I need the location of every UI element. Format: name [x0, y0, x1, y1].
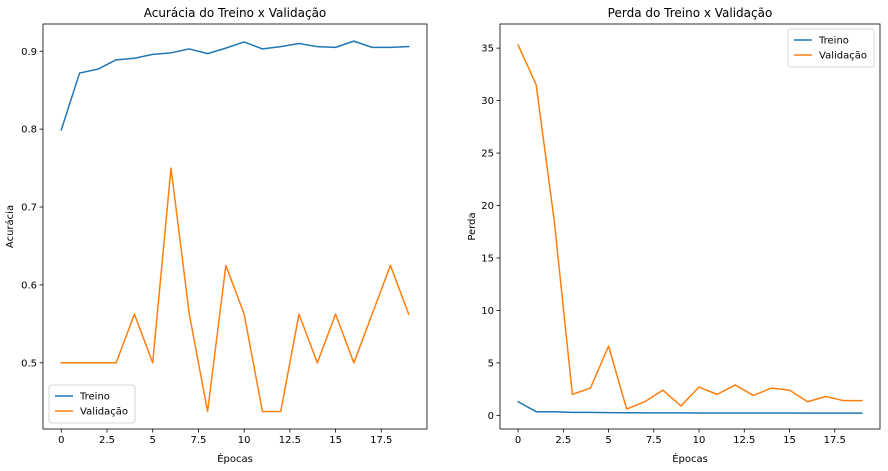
y-tick-label: 15 [481, 253, 494, 264]
x-tick-label: 7.5 [646, 435, 662, 446]
accuracy-chart: Acurácia do Treino x Validação 0 2.5 5 7.5 10… [4, 6, 428, 465]
plot-frame [42, 23, 428, 430]
y-tick-label: 0.9 [21, 47, 37, 58]
y-tick-label: 35 [481, 44, 494, 55]
y-tick-label: 0 [488, 411, 494, 422]
x-tick-label: 15 [783, 435, 796, 446]
legend-label: Treino [818, 36, 849, 47]
x-axis-label: Épocas [217, 452, 253, 465]
legend-box [787, 28, 875, 68]
x-tick-label: 17.5 [370, 435, 392, 446]
x-tick-label: 15 [329, 435, 342, 446]
legend: Treino Validação [48, 384, 136, 424]
legend-label: Treino [79, 392, 110, 403]
y-tick-label: 25 [481, 149, 494, 160]
loss-chart: Perda do Treino x Validação 0 2.5 5 7.5 10 12.… [467, 6, 881, 465]
x-tick-label: 17.5 [824, 435, 846, 446]
legend: Treino Validação [787, 28, 875, 68]
y-axis-label: Acurácia [4, 205, 16, 248]
x-tick-label: 12.5 [733, 435, 755, 446]
series-line-treino [60, 40, 410, 131]
x-tick-label: 5 [605, 435, 611, 446]
x-axis-label: Épocas [672, 452, 708, 465]
series-line-validacao [517, 43, 863, 410]
chart-title: Perda do Treino x Validação [608, 6, 773, 20]
y-tick-label: 20 [481, 201, 494, 212]
y-axis-label: Perda [467, 212, 478, 240]
series-line-validacao [60, 167, 410, 413]
chart-title: Acurácia do Treino x Validação [144, 6, 327, 20]
y-tick-label: 10 [481, 306, 494, 317]
y-tick-label: 0.7 [21, 203, 37, 214]
legend-box [48, 384, 136, 424]
series-line-treino [517, 400, 863, 414]
y-tick-label: 0.8 [21, 125, 37, 136]
x-tick-label: 12.5 [279, 435, 301, 446]
y-tick-label: 5 [488, 358, 494, 369]
legend-label: Validação [80, 407, 128, 418]
plot-frame [499, 23, 881, 430]
y-tick-label: 0.6 [21, 280, 37, 291]
x-tick-label: 10 [693, 435, 706, 446]
x-tick-label: 0 [515, 435, 521, 446]
x-tick-label: 2.5 [555, 435, 571, 446]
legend-label: Validação [819, 51, 867, 62]
x-tick-label: 0 [58, 435, 64, 446]
x-tick-label: 5 [150, 435, 156, 446]
x-tick-label: 10 [238, 435, 251, 446]
x-tick-label: 7.5 [190, 435, 206, 446]
x-tick-label: 2.5 [99, 435, 115, 446]
y-tick-label: 30 [481, 96, 494, 107]
y-tick-label: 0.5 [21, 358, 37, 369]
